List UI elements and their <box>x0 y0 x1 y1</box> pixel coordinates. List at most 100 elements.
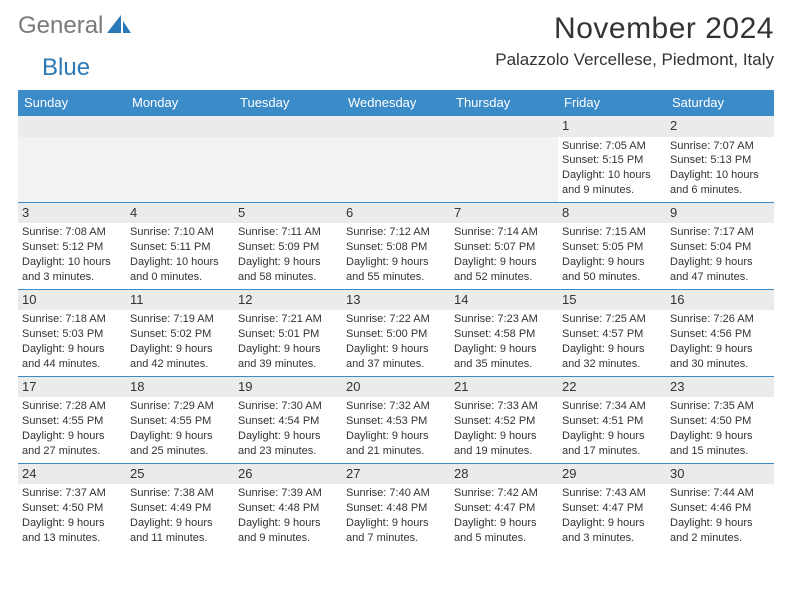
day-3-info: Sunrise: 7:08 AMSunset: 5:12 PMDaylight:… <box>18 223 126 288</box>
sunset-line: Sunset: 4:56 PM <box>670 327 770 342</box>
daylight-line: Daylight: 9 hours <box>454 342 554 357</box>
daylight-line: Daylight: 9 hours <box>130 342 230 357</box>
day-number: 13 <box>346 291 446 310</box>
daynum-8: 8 <box>558 203 666 224</box>
daylight-line2: and 50 minutes. <box>562 270 662 285</box>
day-empty <box>126 137 234 202</box>
day-14-info: Sunrise: 7:23 AMSunset: 4:58 PMDaylight:… <box>450 310 558 375</box>
daylight-line: Daylight: 10 hours <box>130 255 230 270</box>
sunset-line: Sunset: 4:55 PM <box>22 414 122 429</box>
day-number: 25 <box>130 465 230 484</box>
day-2-info: Sunrise: 7:07 AMSunset: 5:13 PMDaylight:… <box>666 137 774 202</box>
daynum-7: 7 <box>450 203 558 224</box>
sunrise-line: Sunrise: 7:05 AM <box>562 139 662 154</box>
day-number: 24 <box>22 465 122 484</box>
daylight-line: Daylight: 9 hours <box>238 342 338 357</box>
day-19-info: Sunrise: 7:30 AMSunset: 4:54 PMDaylight:… <box>234 397 342 462</box>
sunset-line: Sunset: 5:11 PM <box>130 240 230 255</box>
daynum-3: 3 <box>18 203 126 224</box>
sunset-line: Sunset: 4:47 PM <box>454 501 554 516</box>
day-number: 2 <box>670 117 770 136</box>
sunset-line: Sunset: 5:05 PM <box>562 240 662 255</box>
daylight-line: Daylight: 9 hours <box>670 255 770 270</box>
daynum-20: 20 <box>342 377 450 398</box>
week-2-daynum-row: 10111213141516 <box>18 289 774 311</box>
daylight-line2: and 6 minutes. <box>670 183 770 198</box>
daynum-21: 21 <box>450 377 558 398</box>
day-number: 8 <box>562 204 662 223</box>
daynum-29: 29 <box>558 464 666 485</box>
weekday-thursday: Thursday <box>450 90 558 115</box>
brand-logo: General <box>18 12 135 40</box>
sunset-line: Sunset: 5:13 PM <box>670 153 770 168</box>
daynum-empty <box>126 116 234 137</box>
day-number: 16 <box>670 291 770 310</box>
sunrise-line: Sunrise: 7:29 AM <box>130 399 230 414</box>
calendar-page: General November 2024 Palazzolo Vercelle… <box>0 0 792 550</box>
daynum-10: 10 <box>18 290 126 311</box>
sunset-line: Sunset: 5:02 PM <box>130 327 230 342</box>
day-number: 18 <box>130 378 230 397</box>
daynum-2: 2 <box>666 116 774 137</box>
day-number: 30 <box>670 465 770 484</box>
sunset-line: Sunset: 4:55 PM <box>130 414 230 429</box>
week-2-info-row: Sunrise: 7:18 AMSunset: 5:03 PMDaylight:… <box>18 310 774 375</box>
daynum-25: 25 <box>126 464 234 485</box>
sunset-line: Sunset: 4:58 PM <box>454 327 554 342</box>
day-26-info: Sunrise: 7:39 AMSunset: 4:48 PMDaylight:… <box>234 484 342 549</box>
daynum-9: 9 <box>666 203 774 224</box>
daylight-line: Daylight: 9 hours <box>562 429 662 444</box>
week-0-info-row: Sunrise: 7:05 AMSunset: 5:15 PM Daylight:… <box>18 137 774 202</box>
day-empty <box>342 137 450 202</box>
sunrise-line: Sunrise: 7:19 AM <box>130 312 230 327</box>
daynum-4: 4 <box>126 203 234 224</box>
sunrise-line: Sunrise: 7:42 AM <box>454 486 554 501</box>
daynum-12: 12 <box>234 290 342 311</box>
location-label: Palazzolo Vercellese, Piedmont, Italy <box>495 50 774 70</box>
day-1-info: Sunrise: 7:05 AMSunset: 5:15 PMDaylight:… <box>558 137 666 202</box>
daylight-line: Daylight: 9 hours <box>346 342 446 357</box>
daylight-line2: and 25 minutes. <box>130 444 230 459</box>
sunset-line: Sunset: 5:15 PM <box>562 153 662 168</box>
day-number: 1 <box>562 117 662 136</box>
sunrise-line: Sunrise: 7:25 AM <box>562 312 662 327</box>
brand-sail-icon <box>107 13 133 40</box>
day-6-info: Sunrise: 7:12 AMSunset: 5:08 PMDaylight:… <box>342 223 450 288</box>
daylight-line2: and 0 minutes. <box>130 270 230 285</box>
day-number: 29 <box>562 465 662 484</box>
daylight-line2: and 9 minutes. <box>562 183 662 198</box>
daylight-line: Daylight: 9 hours <box>346 255 446 270</box>
daylight-line2: and 35 minutes. <box>454 357 554 372</box>
day-number: 23 <box>670 378 770 397</box>
day-number: 28 <box>454 465 554 484</box>
week-1-daynum-row: 3456789 <box>18 202 774 224</box>
daylight-line: Daylight: 10 hours <box>670 168 770 183</box>
daylight-line2: and 15 minutes. <box>670 444 770 459</box>
week-3-info-row: Sunrise: 7:28 AMSunset: 4:55 PMDaylight:… <box>18 397 774 462</box>
daynum-23: 23 <box>666 377 774 398</box>
daylight-line2: and 58 minutes. <box>238 270 338 285</box>
day-5-info: Sunrise: 7:11 AMSunset: 5:09 PMDaylight:… <box>234 223 342 288</box>
day-7-info: Sunrise: 7:14 AMSunset: 5:07 PMDaylight:… <box>450 223 558 288</box>
day-15-info: Sunrise: 7:25 AMSunset: 4:57 PMDaylight:… <box>558 310 666 375</box>
sunrise-line: Sunrise: 7:26 AM <box>670 312 770 327</box>
day-number: 4 <box>130 204 230 223</box>
day-number: 3 <box>22 204 122 223</box>
day-21-info: Sunrise: 7:33 AMSunset: 4:52 PMDaylight:… <box>450 397 558 462</box>
daylight-line: Daylight: 9 hours <box>670 342 770 357</box>
daylight-line2: and 39 minutes. <box>238 357 338 372</box>
daylight-line: Daylight: 9 hours <box>454 516 554 531</box>
sunset-line: Sunset: 4:57 PM <box>562 327 662 342</box>
day-22-info: Sunrise: 7:34 AMSunset: 4:51 PMDaylight:… <box>558 397 666 462</box>
sunrise-line: Sunrise: 7:35 AM <box>670 399 770 414</box>
sunset-line: Sunset: 4:48 PM <box>346 501 446 516</box>
day-16-info: Sunrise: 7:26 AMSunset: 4:56 PMDaylight:… <box>666 310 774 375</box>
day-4-info: Sunrise: 7:10 AMSunset: 5:11 PMDaylight:… <box>126 223 234 288</box>
daylight-line2: and 3 minutes. <box>22 270 122 285</box>
daylight-line2: and 17 minutes. <box>562 444 662 459</box>
sunset-line: Sunset: 5:00 PM <box>346 327 446 342</box>
sunset-line: Sunset: 5:12 PM <box>22 240 122 255</box>
daynum-15: 15 <box>558 290 666 311</box>
sunrise-line: Sunrise: 7:10 AM <box>130 225 230 240</box>
sunset-line: Sunset: 4:52 PM <box>454 414 554 429</box>
